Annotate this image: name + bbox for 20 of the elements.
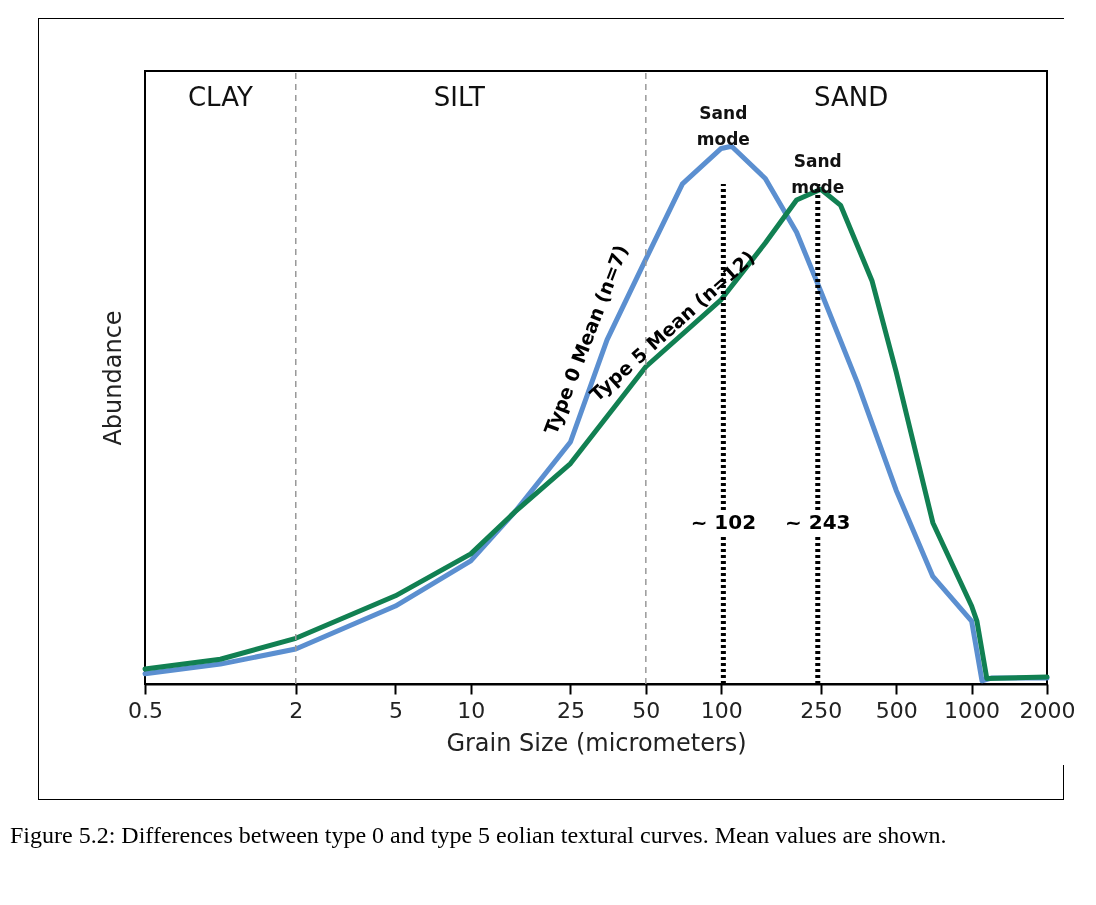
- x-tick-label: 5: [388, 697, 403, 723]
- x-tick-label: 10: [457, 697, 486, 723]
- text: SAND: [813, 81, 889, 112]
- annotation: Sand mode: [791, 151, 845, 198]
- caption: Figure 5.2: Differences between type 0 and type 5 eolian textural curves. Mean values are shown.: [10, 821, 948, 850]
- x-tick-label: 50: [632, 697, 661, 723]
- annotation: Sand mode: [696, 103, 750, 150]
- x-tick-label: 0.5: [128, 697, 163, 723]
- x-tick-label: 2: [289, 697, 304, 723]
- x-tick-label: 250: [800, 697, 843, 723]
- x-tick-label: 100: [700, 697, 743, 723]
- x-tick-label: 25: [556, 697, 585, 723]
- x-axis-title: Grain Size (micrometers): [446, 728, 747, 757]
- x-tick-label: 2000: [1019, 697, 1076, 723]
- y-axis-title: Abundance: [98, 310, 127, 446]
- text: CLAY: [187, 81, 253, 112]
- x-tick-label: 1000: [944, 697, 1001, 723]
- text: SILT: [433, 81, 485, 112]
- ref-line-label: ~ 243: [785, 509, 851, 534]
- x-tick-label: 500: [875, 697, 918, 723]
